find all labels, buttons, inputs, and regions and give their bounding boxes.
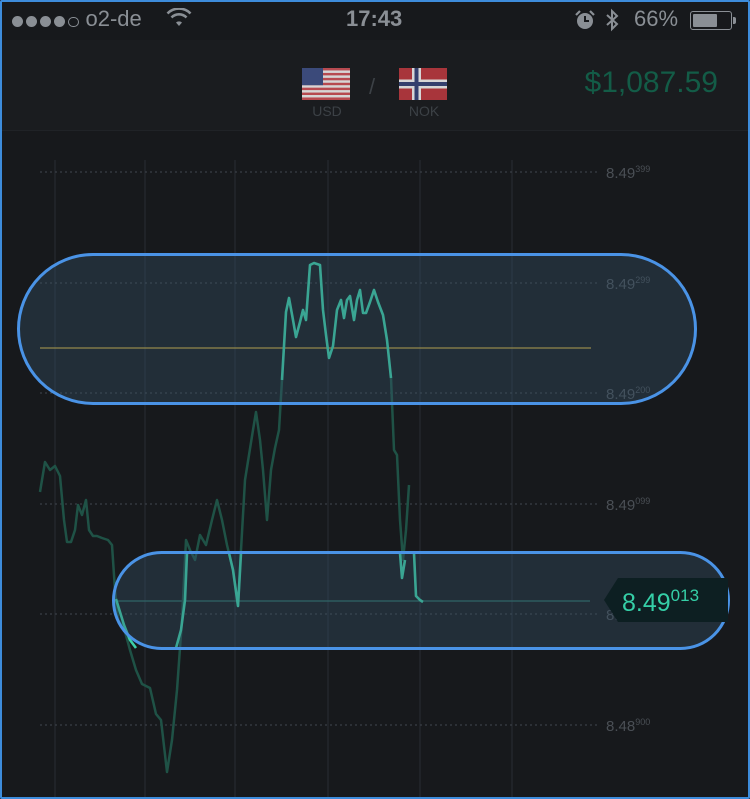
battery-icon: [690, 11, 736, 30]
axis-tick-label: 8.48900: [606, 717, 650, 735]
battery-fill: [693, 14, 717, 27]
us-flag-icon: [302, 68, 350, 100]
base-currency[interactable]: USD: [302, 68, 352, 119]
current-price-tag: 8.49013: [604, 578, 728, 622]
upper-highlight-zone: [17, 253, 697, 405]
currency-pair-header: USD / NOK $1,087.59: [0, 40, 750, 131]
status-bar: o2-de 17:43 66%: [0, 0, 750, 40]
quote-currency-label: NOK: [408, 103, 440, 119]
norway-flag-icon: [399, 68, 447, 100]
current-price: 8.49: [622, 589, 671, 617]
price-lines: [38, 261, 591, 774]
price-history-line: [389, 377, 411, 562]
axis-tick-label: 8.49099: [606, 496, 650, 514]
chart-grid: [40, 160, 598, 799]
price-line-lower-zone: [412, 552, 424, 604]
price-line-lower-zone: [227, 552, 243, 608]
price-history-line: [38, 379, 284, 774]
quote-currency[interactable]: NOK: [399, 68, 449, 119]
carrier-name: o2-de: [85, 6, 142, 31]
wifi-icon: [166, 8, 192, 26]
price-line-upper-zone: [280, 261, 393, 381]
price-line-lower-zone: [398, 552, 407, 580]
signal-strength-icon: [12, 7, 82, 33]
alarm-icon: [575, 10, 595, 29]
battery-percent: 66%: [634, 6, 679, 31]
base-currency-label: USD: [312, 103, 342, 119]
pair-separator: /: [369, 74, 376, 99]
current-price-pips: 013: [670, 586, 700, 605]
carrier: o2-de: [12, 6, 142, 33]
bluetooth-icon: [606, 8, 619, 32]
clock: 17:43: [346, 6, 403, 31]
account-balance: $1,087.59: [584, 66, 718, 99]
axis-tick-label: 8.49399: [606, 164, 650, 182]
